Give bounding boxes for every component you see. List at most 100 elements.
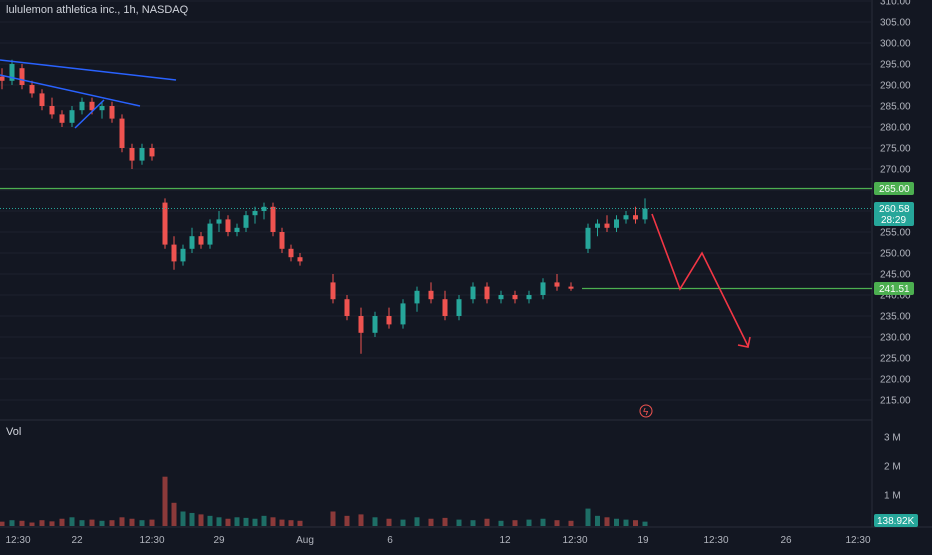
price-tick-label: 305.00 bbox=[880, 18, 911, 29]
volume-bar bbox=[456, 519, 462, 526]
candle-body bbox=[171, 244, 177, 262]
candle-body bbox=[119, 118, 125, 148]
time-axis[interactable]: 12:30 22 12:30 29 Aug 6 12 12:30 19 12:30 26 12:30 bbox=[5, 535, 870, 546]
volume-bar bbox=[261, 515, 267, 526]
candle-body bbox=[297, 257, 303, 262]
volume-bar bbox=[99, 520, 105, 526]
volume-bar bbox=[216, 517, 222, 526]
svg-text:28:29: 28:29 bbox=[881, 215, 906, 226]
candle-body bbox=[49, 106, 55, 115]
price-tick-label: 235.00 bbox=[880, 312, 911, 323]
descending-trendline-upper[interactable] bbox=[0, 59, 177, 81]
volume-bar bbox=[344, 515, 350, 526]
volume-bar bbox=[526, 519, 532, 526]
price-tick-label: 245.00 bbox=[880, 270, 911, 281]
candle-body bbox=[279, 232, 285, 249]
candle-body bbox=[270, 206, 276, 232]
candle-body bbox=[554, 282, 560, 287]
price-grid bbox=[0, 0, 872, 401]
volume-bar bbox=[139, 520, 145, 526]
candle-body bbox=[614, 219, 619, 228]
candle-body bbox=[470, 286, 476, 300]
candle-body bbox=[129, 148, 135, 161]
time-tick-label: 12:30 bbox=[5, 535, 30, 546]
price-tick-label: 285.00 bbox=[880, 102, 911, 113]
volume-bar bbox=[162, 476, 168, 526]
level-low-label: 241.51 bbox=[874, 282, 914, 295]
pattern-trendline[interactable] bbox=[74, 99, 105, 129]
candle-body bbox=[99, 106, 105, 111]
candle-body bbox=[330, 282, 336, 300]
volume-bar bbox=[59, 518, 65, 526]
candle-body bbox=[526, 295, 532, 300]
price-tick-label: 215.00 bbox=[880, 396, 911, 407]
volume-bar bbox=[270, 517, 276, 526]
candle-body bbox=[414, 290, 420, 304]
descending-trendline-lower[interactable] bbox=[0, 74, 141, 107]
volume-bar bbox=[119, 517, 125, 526]
candle-body bbox=[595, 223, 600, 228]
volume-bar bbox=[288, 520, 294, 526]
volume-bar bbox=[568, 520, 574, 526]
current-volume-label: 138.92K bbox=[874, 514, 918, 527]
volume-bar bbox=[297, 520, 303, 526]
symbol-title[interactable]: lululemon athletica inc., 1h, NASDAQ bbox=[6, 4, 189, 16]
lightning-glyph: ϟ bbox=[643, 407, 649, 418]
price-tick-label: 270.00 bbox=[880, 165, 911, 176]
volume-bar bbox=[19, 520, 25, 526]
candle-body bbox=[0, 76, 5, 81]
volume-tick-label: 1 M bbox=[884, 491, 901, 502]
price-tick-label: 300.00 bbox=[880, 39, 911, 50]
candle-body bbox=[189, 236, 195, 249]
projection-arrow-path[interactable] bbox=[651, 213, 749, 347]
volume-bar bbox=[9, 520, 15, 526]
volume-bar bbox=[171, 502, 177, 526]
time-tick-label: 29 bbox=[213, 535, 225, 546]
candle-body bbox=[109, 106, 115, 119]
candles-layer bbox=[0, 59, 648, 354]
time-tick-label: 12:30 bbox=[562, 535, 587, 546]
volume-bar bbox=[0, 521, 5, 526]
candle-body bbox=[585, 227, 591, 249]
volume-bar bbox=[623, 519, 629, 526]
volume-bar bbox=[252, 518, 258, 526]
current-price-label: 260.58 28:29 bbox=[874, 202, 914, 226]
volume-bar bbox=[358, 514, 364, 526]
volume-layer bbox=[0, 476, 648, 526]
candle-body bbox=[484, 286, 490, 300]
volume-bar bbox=[79, 520, 85, 526]
volume-bar bbox=[414, 517, 420, 526]
candle-body bbox=[288, 248, 294, 258]
price-tick-label: 310.00 bbox=[880, 0, 911, 8]
candle-body bbox=[79, 101, 85, 111]
candle-body bbox=[633, 215, 638, 220]
volume-bar bbox=[180, 511, 186, 526]
drawings-layer: ϟ bbox=[0, 59, 872, 418]
time-tick-label: 19 bbox=[637, 535, 649, 546]
candle-body bbox=[623, 215, 629, 220]
candle-body bbox=[69, 110, 75, 123]
volume-tick-label: 3 M bbox=[884, 433, 901, 444]
volume-axis[interactable]: 3 M 2 M 1 M bbox=[884, 433, 901, 502]
volume-bar bbox=[614, 518, 619, 526]
volume-bar bbox=[49, 521, 55, 526]
volume-bar bbox=[604, 517, 610, 526]
candle-body bbox=[512, 295, 518, 300]
candle-body bbox=[243, 215, 249, 228]
candle-body bbox=[358, 316, 364, 333]
volume-bar bbox=[225, 518, 231, 526]
time-tick-label: 26 bbox=[780, 535, 792, 546]
volume-bar bbox=[442, 517, 448, 526]
candle-body bbox=[59, 114, 65, 123]
candle-body bbox=[198, 236, 204, 245]
candle-body bbox=[139, 148, 145, 161]
volume-bar bbox=[243, 517, 249, 526]
candle-body bbox=[604, 223, 610, 228]
price-tick-label: 220.00 bbox=[880, 375, 911, 386]
volume-bar bbox=[69, 517, 75, 526]
svg-text:265.00: 265.00 bbox=[879, 184, 910, 195]
candle-body bbox=[180, 248, 186, 262]
lightning-event-icon[interactable] bbox=[639, 404, 653, 418]
